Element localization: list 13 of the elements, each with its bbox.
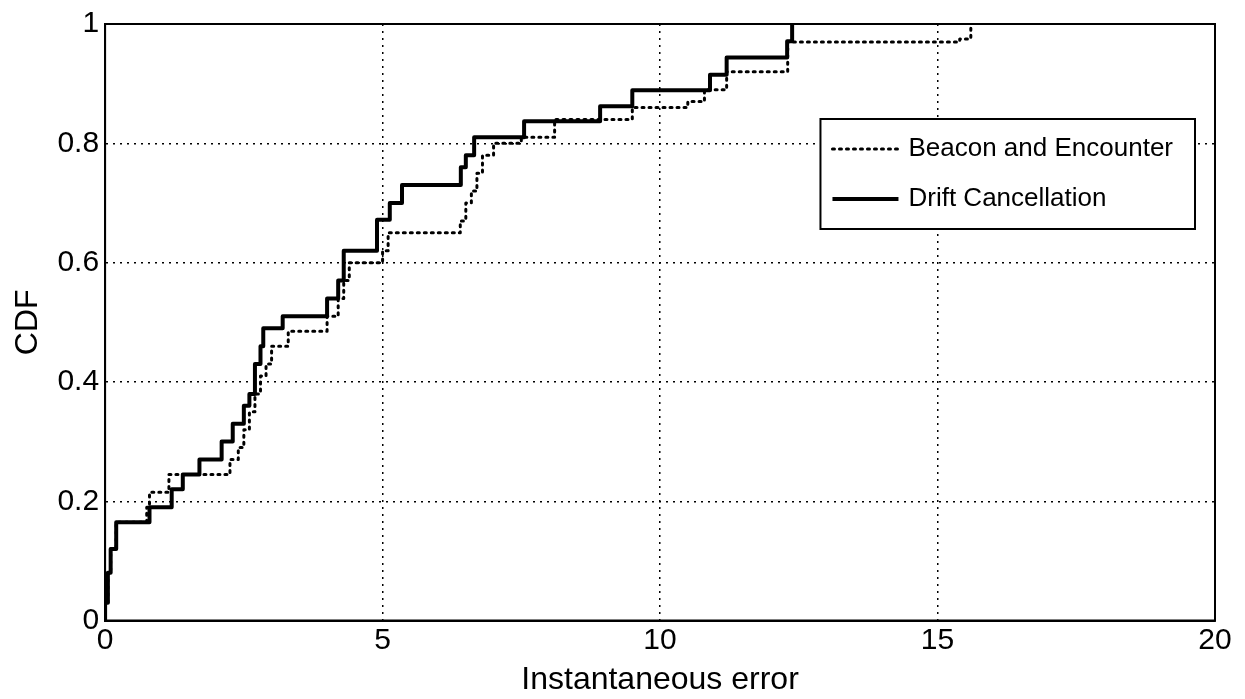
x-tick-label: 5 (374, 621, 391, 655)
legend-label: Beacon and Encounter (908, 132, 1174, 163)
x-axis-title: Instantaneous error (521, 659, 800, 696)
x-tick-label: 10 (643, 621, 677, 655)
legend-label: Drift Cancellation (908, 182, 1107, 213)
y-tick-label: 0.4 (57, 363, 100, 397)
x-tick-label: 20 (1198, 621, 1232, 655)
y-axis-title: CDF (8, 289, 45, 356)
y-tick-label: 0.6 (57, 243, 100, 277)
y-tick-label: 0.8 (57, 124, 100, 158)
y-tick-label: 0.2 (57, 482, 100, 516)
y-tick-label: 1 (82, 5, 100, 39)
x-tick-label: 15 (920, 621, 955, 655)
